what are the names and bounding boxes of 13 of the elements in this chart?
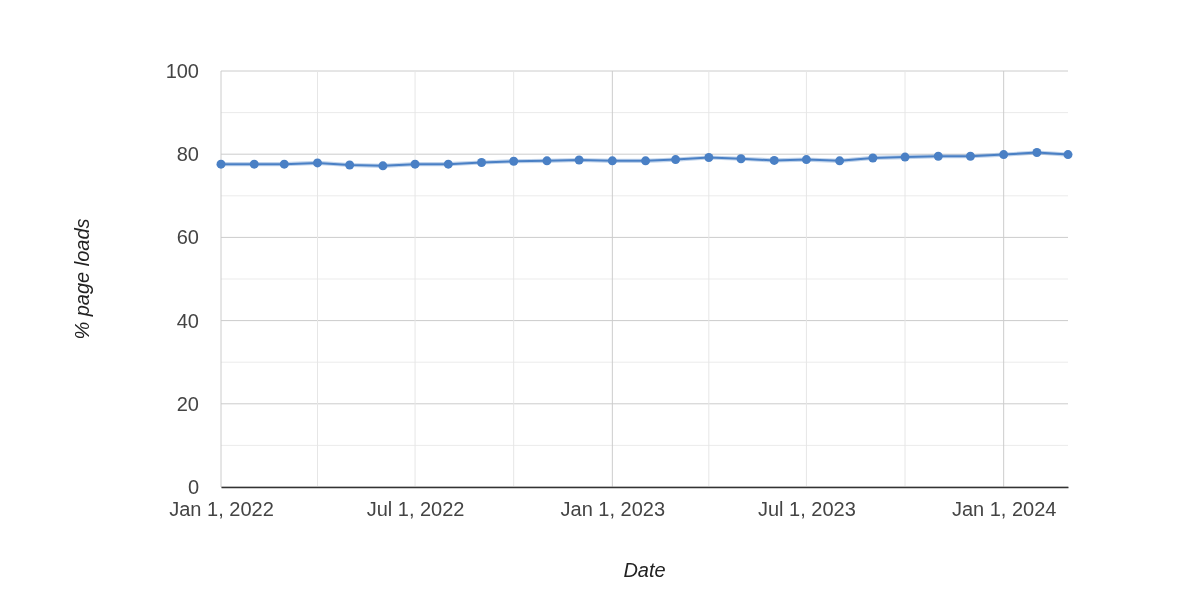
x-tick-label: Jul 1, 2022 xyxy=(366,498,465,521)
x-tick-label: Jul 1, 2023 xyxy=(757,498,856,521)
y-tick-label: 20 xyxy=(176,392,199,415)
x-tick-label: Jan 1, 2024 xyxy=(951,498,1057,521)
y-tick-label: 0 xyxy=(187,475,199,498)
x-tick-label: Jan 1, 2022 xyxy=(169,498,274,521)
y-tick-label: 60 xyxy=(176,226,199,249)
y-tick-label: 40 xyxy=(176,309,199,332)
y-axis-title: % page loads xyxy=(71,218,93,340)
y-tick-label: 80 xyxy=(176,143,199,166)
x-tick-label: Jan 1, 2023 xyxy=(560,498,666,521)
y-tick-label: 100 xyxy=(165,59,199,82)
x-axis-title: Date xyxy=(623,559,666,581)
